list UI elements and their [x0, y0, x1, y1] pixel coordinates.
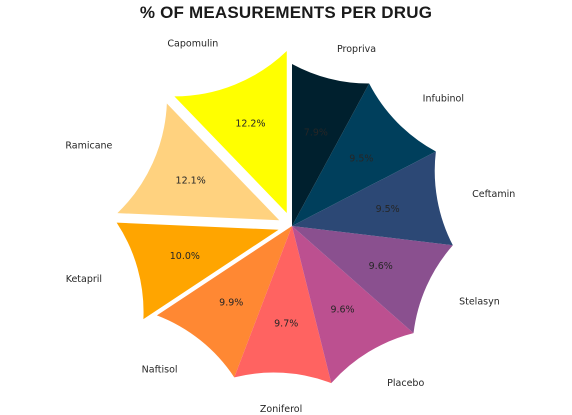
pct-label-ceftamin: 9.5% — [376, 204, 400, 215]
slice-label-naftisol: Naftisol — [142, 364, 178, 375]
pie-slice-zoniferol — [234, 226, 332, 384]
pie-slice-propriva — [292, 64, 370, 226]
pct-label-propriva: 7.9% — [304, 127, 328, 138]
pie-slice-ramicane — [117, 103, 280, 221]
pie-slice-ketapril — [116, 222, 279, 320]
slice-label-capomulin: Capomulin — [167, 39, 218, 50]
slice-label-ramicane: Ramicane — [65, 140, 112, 151]
pct-label-capomulin: 12.2% — [235, 118, 265, 129]
chart-title: % OF MEASUREMENTS PER DRUG — [139, 3, 433, 22]
pct-label-zoniferol: 9.7% — [274, 319, 298, 330]
pie-slice-capomulin — [174, 51, 287, 214]
pct-label-ketapril: 10.0% — [170, 251, 200, 262]
pie-slice-naftisol — [156, 226, 292, 378]
slice-label-propriva: Propriva — [337, 44, 376, 55]
slice-label-placebo: Placebo — [387, 378, 424, 389]
slice-label-ceftamin: Ceftamin — [472, 189, 515, 200]
pie-slice-stelasyn — [292, 226, 453, 334]
pct-label-ramicane: 12.1% — [176, 176, 206, 187]
pie-slice-ceftamin — [292, 151, 453, 246]
slice-label-stelasyn: Stelasyn — [459, 296, 500, 307]
pct-label-stelasyn: 9.6% — [369, 261, 393, 272]
pie-slice-placebo — [292, 226, 414, 384]
pct-label-placebo: 9.6% — [330, 305, 354, 316]
pie-slice-infubinol — [292, 83, 436, 226]
pct-label-naftisol: 9.9% — [219, 297, 243, 308]
pct-label-infubinol: 9.5% — [349, 153, 373, 164]
slice-label-infubinol: Infubinol — [423, 93, 464, 104]
slice-label-zoniferol: Zoniferol — [260, 404, 302, 415]
slice-label-ketapril: Ketapril — [66, 274, 102, 285]
